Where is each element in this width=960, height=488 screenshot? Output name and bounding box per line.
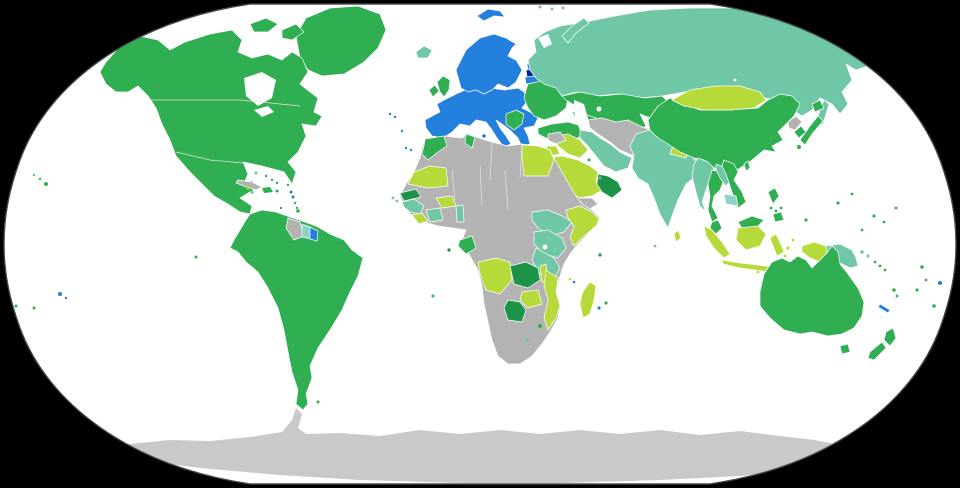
region-liberia — [411, 212, 429, 225]
region-japan — [797, 99, 825, 149]
region-galapagos — [194, 255, 198, 259]
region-russia — [527, 5, 869, 127]
atlantic-blue-islands — [388, 112, 413, 152]
region-cuba — [235, 179, 263, 191]
region-sao-tome — [447, 248, 451, 252]
region-vietnam — [721, 159, 747, 209]
region-syria — [547, 131, 567, 145]
region-kuwait — [587, 158, 591, 162]
region-antarctica — [96, 408, 866, 483]
region-taiwan — [743, 160, 751, 172]
region-mauritius — [604, 301, 608, 305]
region-ivory-coast — [425, 207, 444, 223]
region-guyana — [285, 217, 305, 241]
region-seychelles — [598, 253, 602, 257]
region-north-korea — [787, 115, 803, 131]
region-bermuda — [287, 144, 291, 148]
region-greenland — [295, 5, 387, 77]
region-morocco — [421, 135, 448, 161]
region-mayotte-reunion — [572, 280, 601, 310]
region-cape-verde — [391, 196, 399, 203]
region-canadian-arctic — [249, 17, 305, 41]
caspian-aral — [574, 100, 602, 140]
russia-lakes — [538, 34, 737, 82]
region-qatar — [598, 176, 602, 180]
region-togo-benin — [455, 204, 465, 223]
region-madagascar — [579, 281, 597, 319]
pacific-blue-islands — [58, 281, 942, 300]
region-gabon — [457, 235, 477, 255]
region-iceland — [415, 45, 433, 59]
region-mauritania — [407, 165, 449, 189]
region-ethiopia — [531, 209, 573, 237]
region-st-helena — [431, 294, 435, 298]
region-uae-oman — [596, 173, 623, 199]
region-western-balkans — [505, 109, 525, 131]
region-south-america — [229, 209, 364, 411]
region-falklands — [316, 400, 320, 404]
region-china — [647, 93, 801, 175]
region-myanmar — [691, 157, 715, 213]
region-botswana — [503, 299, 527, 323]
region-senegal — [399, 188, 422, 202]
caribbean-green-islands — [262, 174, 300, 213]
region-angola — [477, 257, 513, 295]
region-sri-lanka — [673, 229, 682, 243]
region-ireland — [428, 84, 440, 98]
region-eswatini — [538, 324, 542, 328]
lake-victoria — [542, 244, 548, 250]
region-tunisia — [464, 133, 476, 149]
region-maldives — [653, 244, 657, 248]
region-lesotho — [525, 338, 529, 342]
region-malaysia — [709, 215, 765, 235]
region-cayman — [246, 186, 250, 190]
region-iran — [579, 129, 633, 173]
region-zambia — [509, 261, 541, 289]
region-hawaii — [33, 174, 48, 186]
region-united-kingdom — [436, 75, 451, 98]
region-zimbabwe — [519, 289, 543, 309]
region-somalia — [565, 205, 600, 247]
north-america-lakes — [244, 72, 276, 117]
region-philippines — [767, 187, 785, 223]
region-french-antilles — [279, 190, 295, 210]
region-french-guiana — [309, 226, 319, 242]
region-australia — [759, 245, 865, 355]
region-egypt — [521, 144, 555, 177]
region-cambodia — [723, 193, 739, 207]
region-new-caledonia — [877, 303, 891, 314]
globe-edge — [3, 3, 957, 485]
us-canada-border — [150, 99, 301, 107]
caribbean-teal-islands — [250, 171, 258, 194]
region-new-zealand — [867, 327, 897, 361]
region-mozambique — [543, 269, 561, 331]
region-mongolia — [671, 85, 767, 111]
us-mexico-border — [175, 151, 244, 164]
region-comoros — [568, 277, 572, 281]
melanesia-islands — [873, 260, 936, 308]
